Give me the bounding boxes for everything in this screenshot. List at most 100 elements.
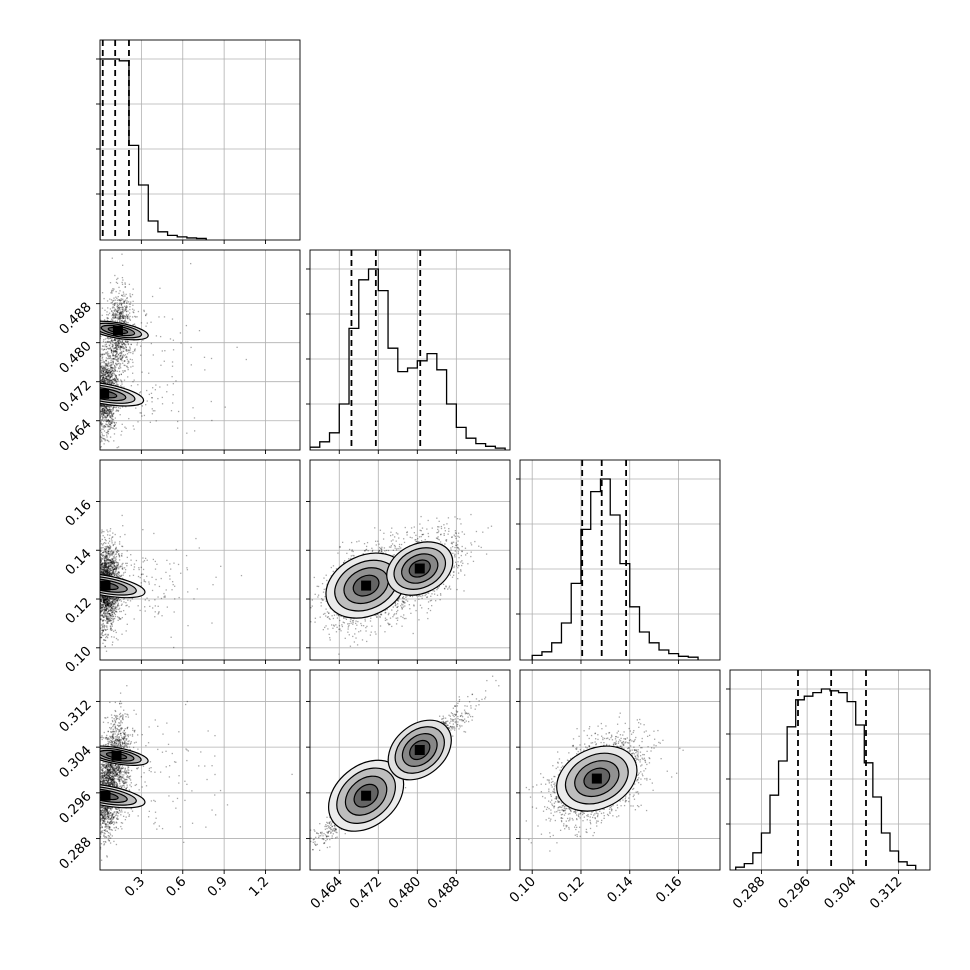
sample-point [105,605,108,607]
sample-point [94,410,95,411]
sample-point [103,569,105,572]
sample-point [115,358,117,361]
sample-point [116,341,119,343]
sample-point [110,383,112,385]
sample-point [107,605,109,607]
sample-point [110,562,112,564]
sample-point [108,613,110,615]
sample-point [95,608,96,609]
sample-point [96,600,97,601]
sample-point [96,602,97,603]
sample-point [96,606,97,607]
sample-point [105,421,108,423]
sample-point [111,373,113,376]
sample-point [94,367,95,368]
sample-point [105,378,107,380]
sample-point [102,600,105,602]
sample-point [106,616,108,618]
sample-point [98,384,99,385]
sample-point [98,607,99,608]
sample-point [115,599,117,601]
sample-point [109,411,112,413]
sample-point [106,617,109,620]
sample-point [100,598,102,601]
sample-point [125,350,127,352]
sample-point [112,341,114,344]
sample-point [104,377,107,380]
y-tick-label-p1: 0.472 [56,377,95,416]
sample-point [103,614,106,617]
sample-point [100,636,102,638]
sample-point [109,614,112,616]
sample-point [95,581,96,582]
sample-point [112,552,114,554]
sample-point [104,609,106,611]
sample-point [101,532,103,534]
sample-point [108,599,110,601]
sample-point [100,410,102,412]
sample-point [125,321,127,323]
sample-point [120,574,123,577]
sample-point [97,552,98,553]
sample-point [108,567,110,570]
sample-point [125,345,127,347]
sample-point [90,584,91,585]
sample-point [112,603,115,605]
sample-point [97,543,98,544]
sample-point [105,599,108,601]
sample-point [112,606,114,608]
sample-point [110,364,113,367]
sample-point [122,343,124,346]
sample-points [94,253,247,449]
sample-point [110,375,113,377]
sample-point [113,618,115,620]
sample-point [97,415,98,416]
sample-point [100,368,102,371]
sample-point [104,405,107,407]
sample-point [95,609,96,610]
sample-point [185,554,188,557]
sample-point [104,562,106,564]
sample-point [119,315,122,317]
sample-point [100,553,103,555]
sample-point [100,607,101,610]
sample-point [100,618,101,620]
sample-point [116,351,118,353]
sample-point [97,432,98,433]
sample-point [93,597,94,598]
sample-point [113,433,116,435]
sample-point [144,557,147,560]
sample-point [101,369,103,371]
sample-point [104,602,106,604]
sample-point [107,551,110,553]
sample-point [127,349,129,351]
sample-point [111,573,113,576]
sample-point [140,573,143,576]
sample-point [104,556,107,558]
sample-point [103,624,105,626]
sample-point [120,380,123,382]
sample-point [95,611,96,612]
sample-point [115,344,117,346]
sample-point [98,413,99,414]
sample-point [115,374,117,377]
sample-point [103,599,106,601]
sample-point [106,574,108,576]
sample-point [97,576,98,577]
sample-point [105,410,108,413]
sample-point [148,583,150,585]
sample-point [97,399,98,400]
sample-point [98,612,99,613]
sample-point [119,314,121,317]
sample-point [103,611,105,613]
sample-point [98,413,99,414]
sample-point [98,399,99,400]
sample-point [116,314,118,317]
sample-point [127,314,130,316]
sample-point [102,562,104,564]
sample-point [111,601,113,603]
sample-point [105,542,107,544]
sample-point [106,608,108,610]
sample-point [94,578,95,579]
sample-point [97,576,98,577]
